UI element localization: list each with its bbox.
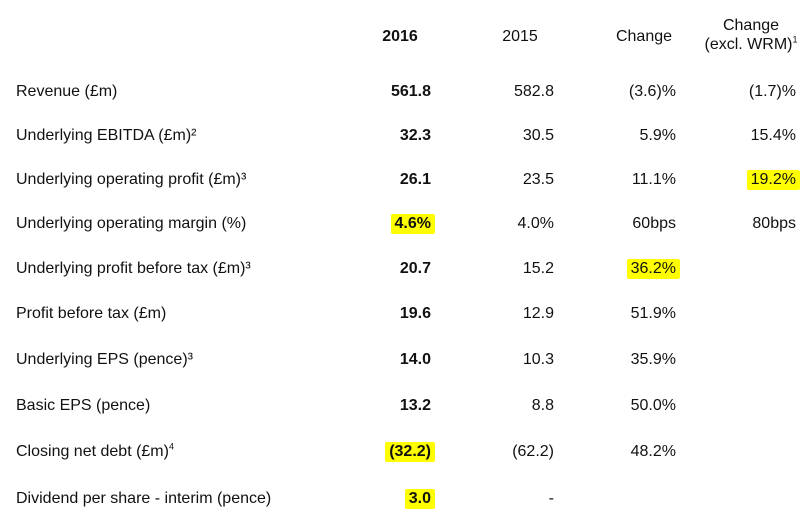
row-label: Underlying EPS (pence)³ xyxy=(16,351,193,368)
value-2015: 23.5 xyxy=(522,171,554,188)
header-change-excl-line2: (excl. WRM)1 xyxy=(690,35,812,54)
value-2016: 561.8 xyxy=(390,83,431,100)
value-change-excl-highlighted: 19.2% xyxy=(746,157,800,202)
row-label-text: Closing net debt (£m) xyxy=(16,443,169,460)
row-label: Underlying EBITDA (£m)² xyxy=(16,127,197,144)
value-change-excl: (1.7)% xyxy=(748,83,796,100)
value-2015: 12.9 xyxy=(522,305,554,322)
value-2016: 32.3 xyxy=(399,127,431,144)
table-row: Underlying EBITDA (£m)² 32.3 30.5 5.9% 1… xyxy=(0,113,812,158)
value-change: (3.6)% xyxy=(628,83,676,100)
value-2015: 582.8 xyxy=(513,83,554,100)
value-2016: 14.0 xyxy=(399,351,431,368)
value-change: 11.1% xyxy=(631,171,676,188)
table-row: Basic EPS (pence) 13.2 8.8 50.0% xyxy=(0,383,812,428)
value-2015: 4.0% xyxy=(517,215,554,232)
value-2015: (62.2) xyxy=(512,443,554,460)
header-change: Change xyxy=(615,28,673,45)
row-label-footnote: 4 xyxy=(168,441,174,452)
value-change: 5.9% xyxy=(639,127,676,144)
table-row: Revenue (£m) 561.8 582.8 (3.6)% (1.7)% xyxy=(0,69,812,114)
row-label: Profit before tax (£m) xyxy=(16,305,167,322)
header-change-excl-footnote: 1 xyxy=(792,34,798,45)
table-row: Profit before tax (£m) 19.6 12.9 51.9% xyxy=(0,291,812,336)
table-row: Closing net debt (£m)4 (32.2) (62.2) 48.… xyxy=(0,429,812,474)
header-change-excl-line1: Change xyxy=(722,17,780,34)
value-2016: 26.1 xyxy=(399,171,431,188)
value-2015: 15.2 xyxy=(522,260,554,277)
table-row: Dividend per share - interim (pence) 3.0… xyxy=(0,476,812,521)
highlight-marker: 19.2% xyxy=(746,170,800,190)
table-row: Underlying operating profit (£m)³ 26.1 2… xyxy=(0,157,812,202)
row-label: Dividend per share - interim (pence) xyxy=(16,490,272,507)
row-label: Basic EPS (pence) xyxy=(16,397,151,414)
table-header: 2016 2015 Change Change (excl. WRM)1 xyxy=(0,0,812,72)
value-change: 60bps xyxy=(632,215,676,232)
table-row: Underlying EPS (pence)³ 14.0 10.3 35.9% xyxy=(0,337,812,382)
value-2016-highlighted: 4.6% xyxy=(390,201,435,246)
value-2016: 19.6 xyxy=(399,305,431,322)
value-2015: 10.3 xyxy=(522,351,554,368)
table-row: Underlying profit before tax (£m)³ 20.7 … xyxy=(0,246,812,291)
value-2015: 8.8 xyxy=(531,397,554,414)
row-label: Revenue (£m) xyxy=(16,83,118,100)
value-2015: 30.5 xyxy=(522,127,554,144)
header-2016: 2016 xyxy=(382,28,418,45)
value-2016-highlighted: (32.2) xyxy=(385,429,435,474)
row-label: Closing net debt (£m)4 xyxy=(16,429,174,474)
value-2016: 20.7 xyxy=(399,260,431,277)
header-change-excl-line2-text: (excl. WRM) xyxy=(704,36,793,53)
value-change-highlighted: 36.2% xyxy=(626,246,680,291)
highlight-marker: (32.2) xyxy=(385,442,435,462)
highlight-marker: 4.6% xyxy=(390,214,435,234)
value-change: 48.2% xyxy=(630,443,676,460)
value-change: 50.0% xyxy=(630,397,676,414)
row-label: Underlying operating profit (£m)³ xyxy=(16,171,247,188)
value-change-excl: 80bps xyxy=(752,215,796,232)
table-row: Underlying operating margin (%) 4.6% 4.0… xyxy=(0,201,812,246)
value-change: 51.9% xyxy=(630,305,676,322)
highlight-marker: 3.0 xyxy=(404,489,435,509)
header-change-excl-wrm: Change (excl. WRM)1 xyxy=(690,16,812,54)
row-label: Underlying profit before tax (£m)³ xyxy=(16,260,251,277)
header-2015: 2015 xyxy=(502,28,538,45)
row-label: Underlying operating margin (%) xyxy=(16,215,247,232)
value-2015: - xyxy=(548,490,554,507)
value-2016-highlighted: 3.0 xyxy=(404,476,435,521)
value-change: 35.9% xyxy=(630,351,676,368)
value-change-excl: 15.4% xyxy=(750,127,796,144)
value-2016: 13.2 xyxy=(399,397,431,414)
highlight-marker: 36.2% xyxy=(626,259,680,279)
